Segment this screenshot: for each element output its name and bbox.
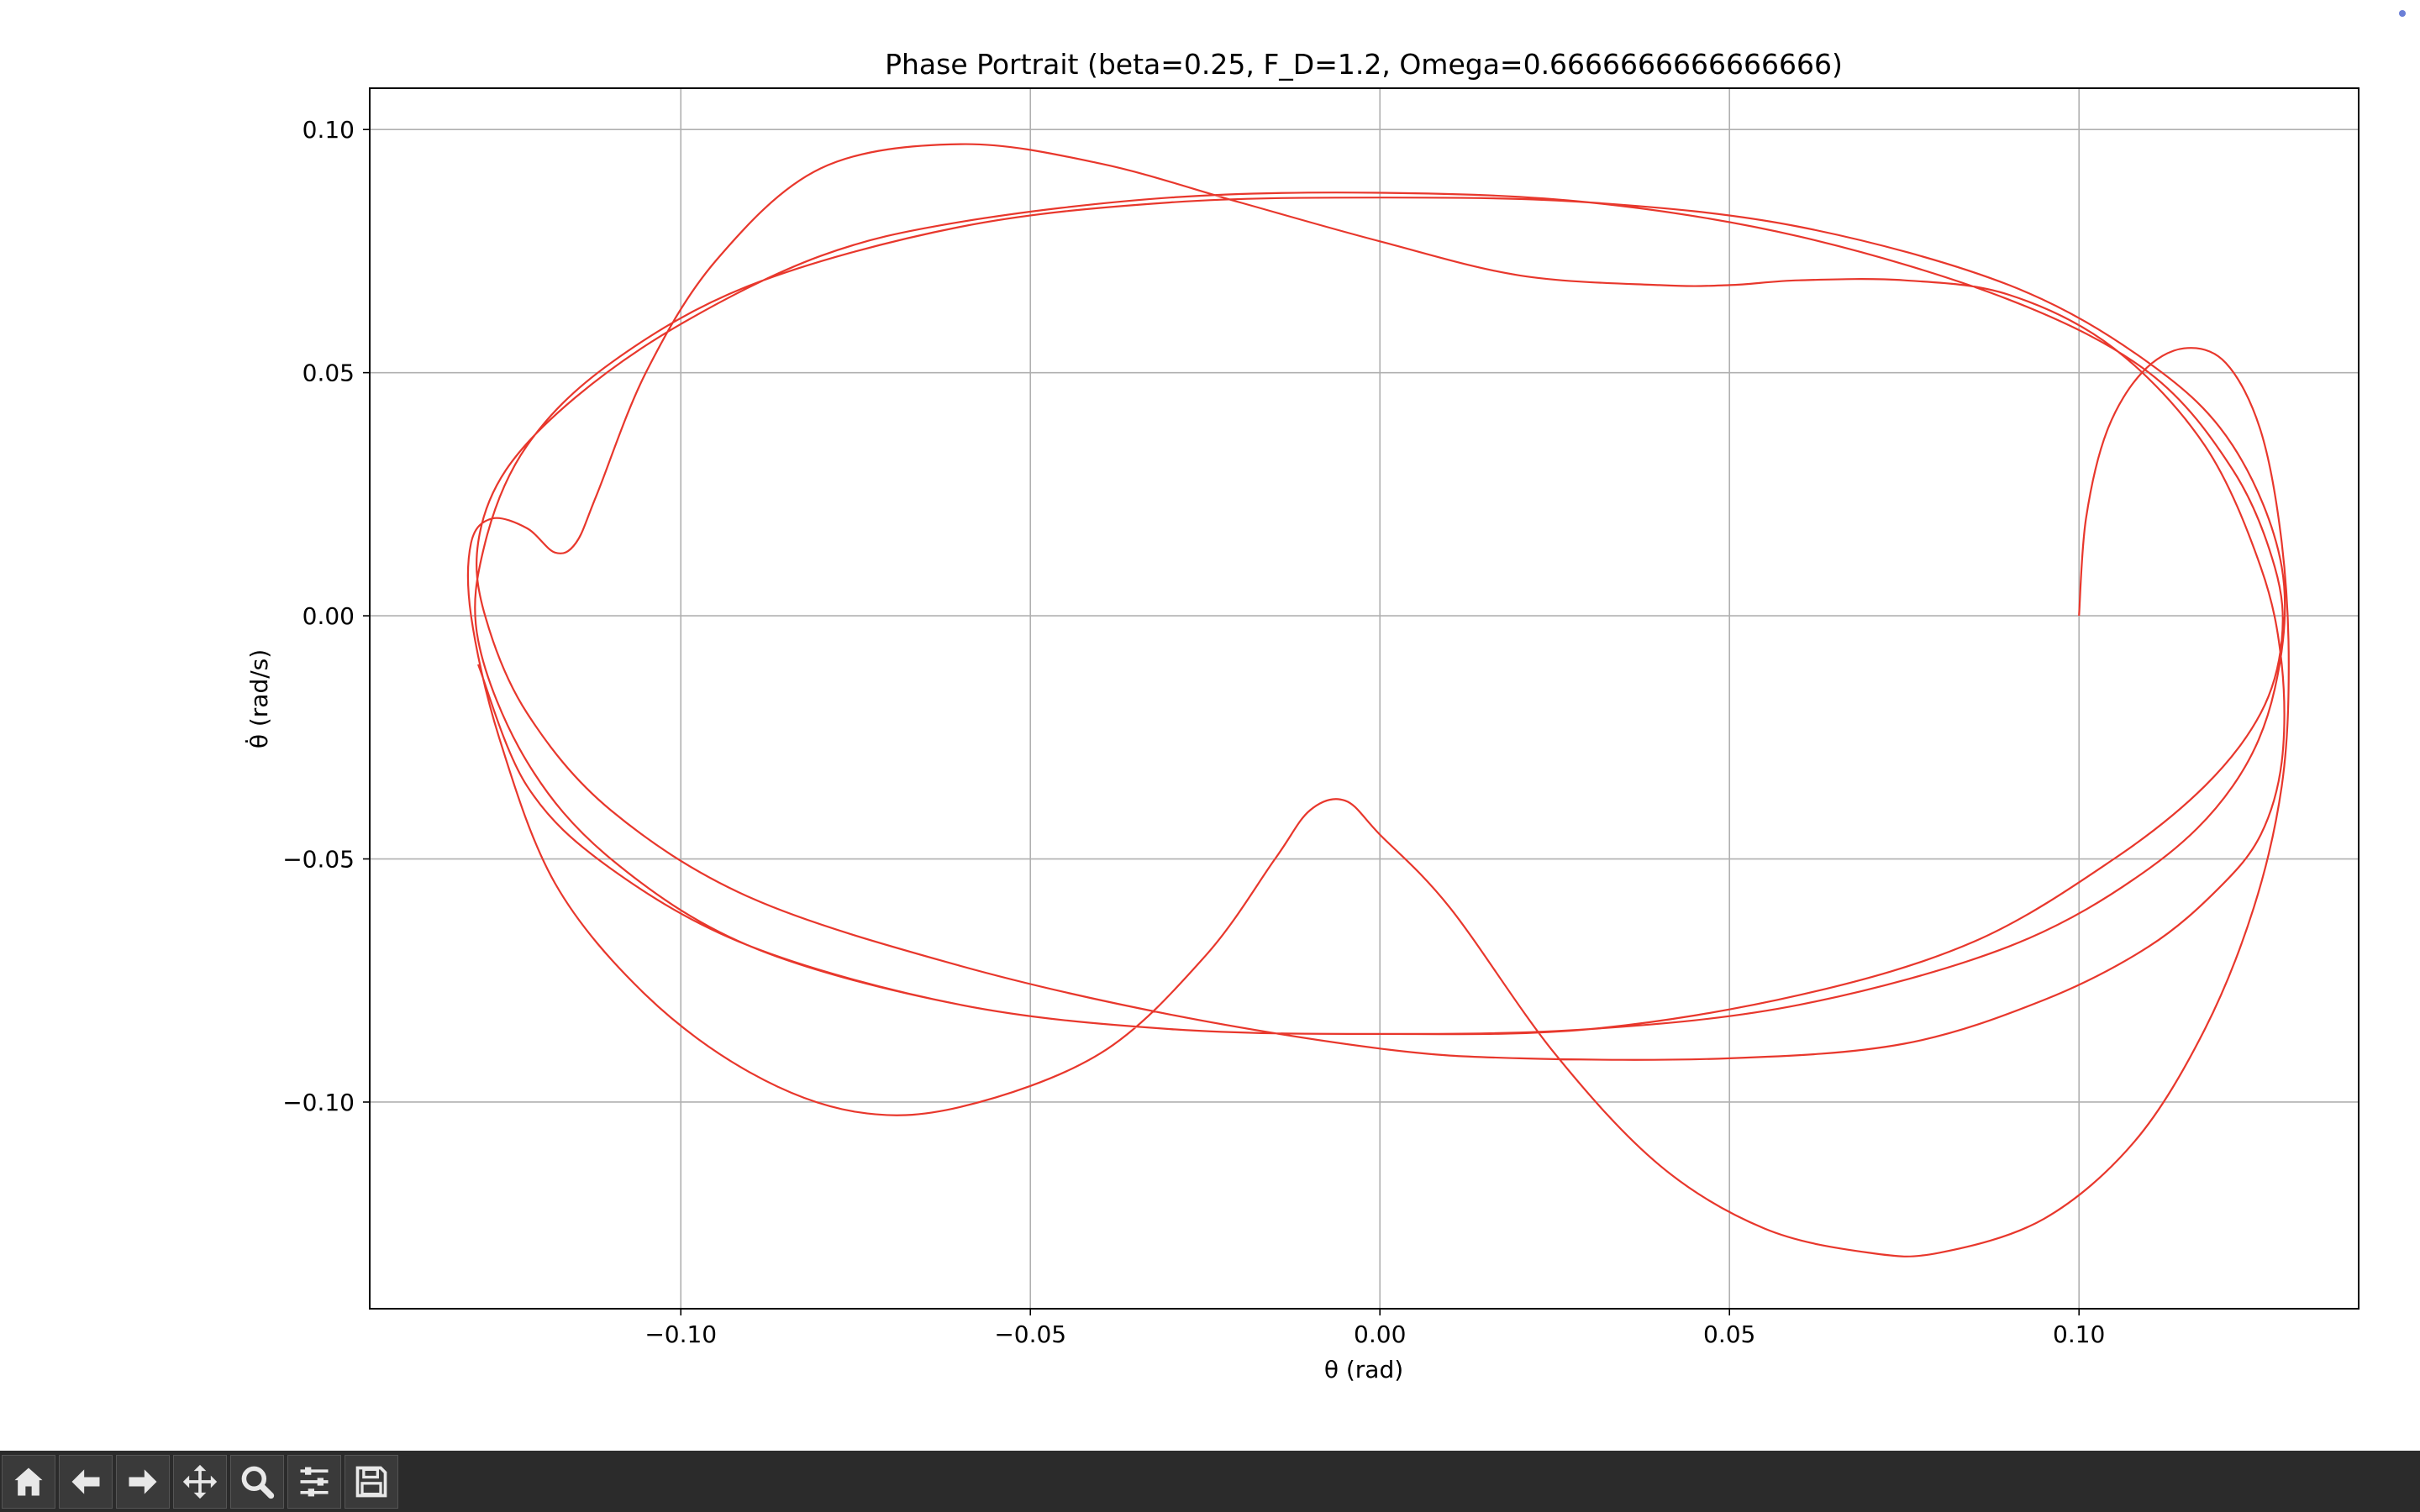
plot-area-frame	[369, 87, 2360, 1310]
move-icon	[182, 1464, 218, 1499]
x-tick-label: −0.05	[994, 1320, 1066, 1348]
pan-button[interactable]	[173, 1454, 227, 1509]
y-tick-label: 0.10	[302, 116, 355, 144]
x-tick-label: −0.10	[644, 1320, 717, 1348]
x-tick-label: 0.00	[1354, 1320, 1406, 1348]
trajectory-line-0	[466, 143, 2290, 1257]
configure-subplots-button[interactable]	[287, 1454, 341, 1509]
zoom-button[interactable]	[230, 1454, 284, 1509]
y-tick-label: −0.05	[282, 846, 355, 874]
back-button[interactable]	[59, 1454, 113, 1509]
y-tick-label: 0.00	[302, 602, 355, 630]
arrow-right-icon	[129, 1468, 157, 1494]
status-dot	[2399, 10, 2406, 17]
x-tick-label: 0.05	[1703, 1320, 1755, 1348]
navigation-toolbar	[0, 1451, 2420, 1512]
home-button[interactable]	[2, 1454, 55, 1509]
save-button[interactable]	[345, 1454, 398, 1509]
arrow-left-icon	[71, 1468, 100, 1494]
x-axis-label: θ (rad)	[1324, 1356, 1403, 1383]
sliders-icon	[300, 1467, 329, 1496]
floppy-disk-icon	[355, 1466, 387, 1497]
phase-portrait-figure: −0.10 −0.05 0.00 0.05 0.10 0.10 0.05 0.00 −0.05 −…	[0, 0, 2420, 1451]
x-tick-label: 0.10	[2053, 1320, 2105, 1348]
figure-background	[0, 0, 2420, 1451]
axis-ticks: −0.10 −0.05 0.00 0.05 0.10 0.10 0.05 0.00 −0.05 −…	[282, 116, 2105, 1348]
forward-button[interactable]	[116, 1454, 170, 1509]
chart-title: Phase Portrait (beta=0.25, F_D=1.2, Omeg…	[885, 48, 1843, 81]
y-axis-label: θ̇ (rad/s)	[245, 649, 273, 748]
trajectory-series	[466, 143, 2290, 1257]
magnifier-icon	[241, 1466, 275, 1499]
home-icon	[14, 1467, 43, 1495]
y-tick-label: −0.10	[282, 1089, 355, 1116]
grid-lines	[370, 88, 2359, 1309]
y-tick-label: 0.05	[302, 360, 355, 387]
